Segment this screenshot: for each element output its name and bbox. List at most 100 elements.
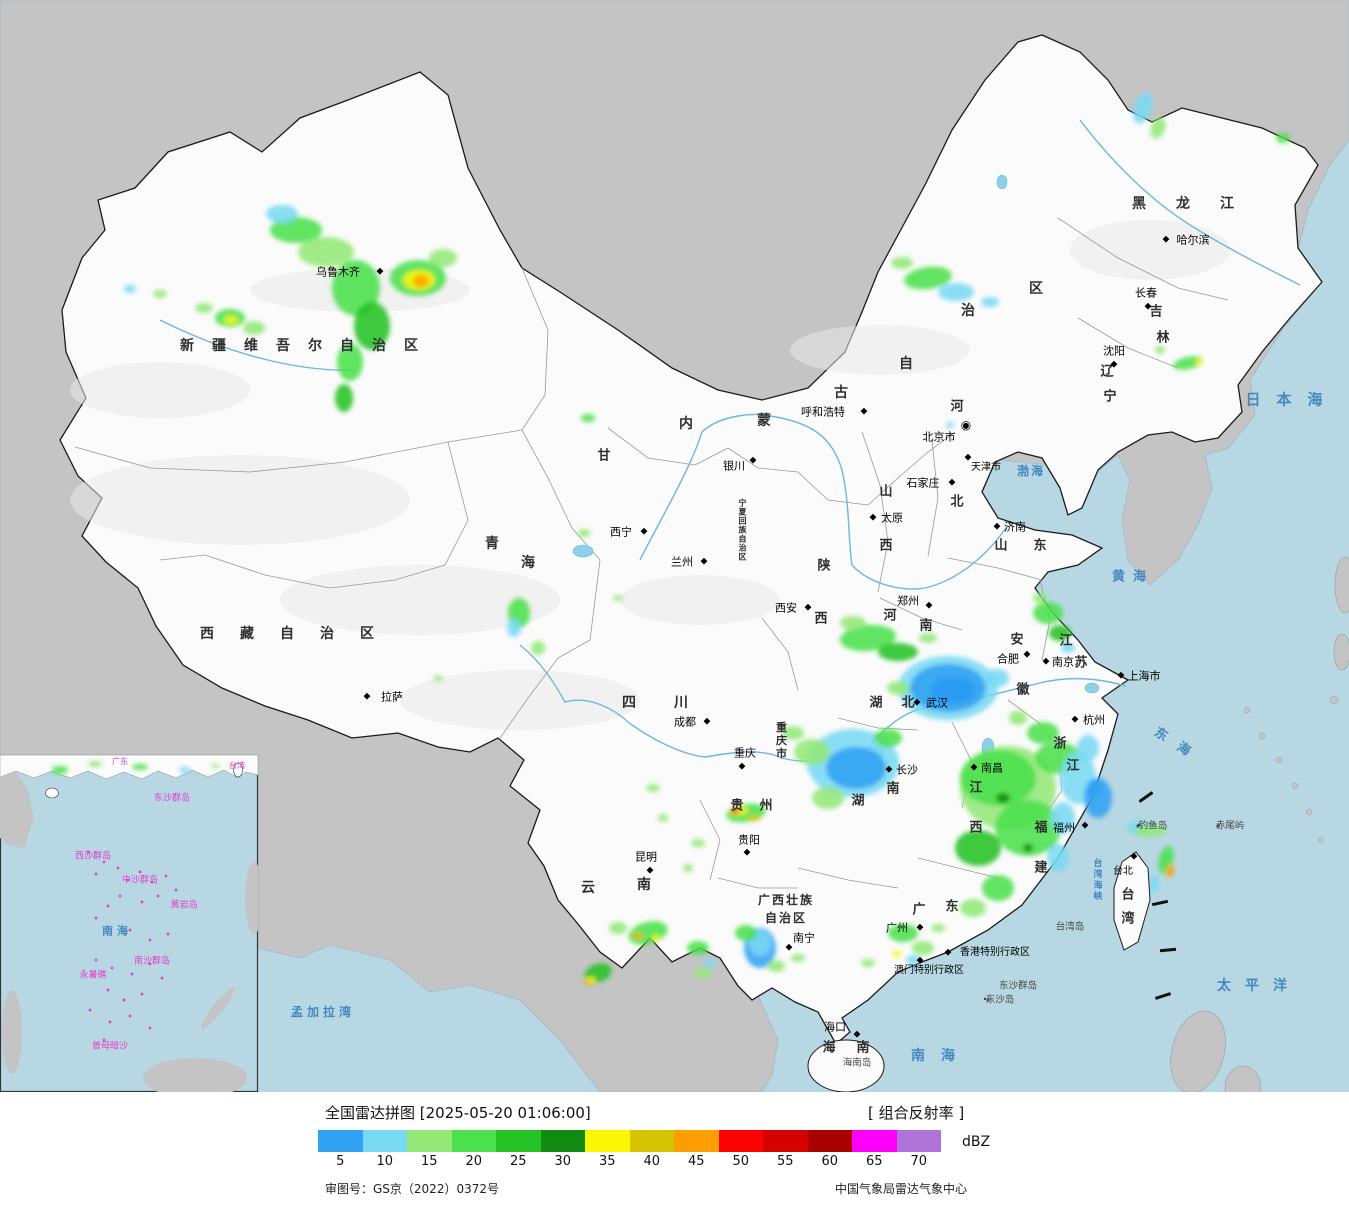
- radar-echo-cell: [1027, 722, 1059, 744]
- radar-echo-cell: [1009, 711, 1027, 725]
- radar-echo-cell: [1033, 602, 1063, 624]
- radar-echo-cell: [1165, 865, 1175, 877]
- ryukyu-islands: [1243, 695, 1339, 843]
- hainan-island: [807, 1039, 885, 1092]
- reef-dot: [164, 874, 168, 878]
- radar-echo-cell: [731, 808, 739, 814]
- product-label: [ 组合反射率 ]: [868, 1104, 965, 1122]
- radar-echo-cell: [132, 764, 148, 770]
- dbz-tick-labels: 5 10 15 20 25 30 35 40 45 50 55 60 65 70: [318, 1154, 941, 1169]
- legend-tick: 5: [336, 1154, 345, 1169]
- radar-echo-cell: [878, 643, 918, 661]
- radar-echo-cell: [1077, 735, 1099, 761]
- radar-echo-cell: [1061, 643, 1075, 653]
- legend-tick: 50: [732, 1154, 750, 1169]
- radar-echo-cell: [919, 633, 937, 643]
- legend-swatch: [407, 1130, 452, 1152]
- radar-echo-cell: [874, 729, 902, 747]
- radar-echo-cell: [633, 933, 643, 939]
- reef-dot: [102, 860, 106, 864]
- radar-echo-cell: [1155, 346, 1165, 354]
- radar-echo-cell: [946, 422, 954, 428]
- radar-echo-cell: [861, 959, 875, 967]
- radar-echo-cell: [153, 290, 167, 298]
- radar-echo-cell: [694, 968, 712, 978]
- legend-swatch: [540, 1130, 585, 1152]
- reef-dot: [94, 916, 98, 920]
- islands: [807, 556, 1349, 1092]
- reef-dot: [160, 976, 164, 980]
- radar-echo-cell: [613, 595, 623, 601]
- legend-tick: 10: [376, 1154, 394, 1169]
- map-canvas: [0, 0, 1349, 1092]
- map-title: 全国雷达拼图 [2025-05-20 01:06:00]: [325, 1104, 591, 1122]
- radar-echo-cell: [243, 321, 265, 335]
- radar-echo-cell: [960, 750, 1036, 806]
- radar-echo-cell: [581, 414, 595, 422]
- radar-echo-cell: [332, 260, 380, 316]
- reef-dot: [106, 904, 110, 908]
- reef-dot: [174, 888, 178, 892]
- radar-echo-cell: [982, 875, 1014, 901]
- radar-echo-cell: [747, 815, 761, 821]
- radar-echo-cell: [840, 624, 896, 652]
- legend-tick: 30: [554, 1154, 572, 1169]
- radar-echo-cell: [887, 681, 909, 695]
- radar-echo-cell: [1023, 844, 1033, 852]
- reef-dot: [156, 894, 160, 898]
- legend-swatch: [496, 1130, 541, 1152]
- radar-echo-cell: [1173, 356, 1203, 370]
- legend-swatch: [718, 1130, 763, 1152]
- radar-echo-cell: [270, 217, 322, 243]
- inset-south-china-sea: [0, 754, 259, 1092]
- legend-tick: 25: [509, 1154, 527, 1169]
- radar-echo-cell: [891, 257, 913, 269]
- dash-segment: [1151, 899, 1169, 907]
- reef-dot: [102, 1038, 106, 1042]
- radar-echo-cell: [584, 981, 590, 985]
- taiwan-island: [1113, 851, 1151, 951]
- radar-echo-cell: [912, 941, 934, 955]
- reef-dot: [150, 880, 154, 884]
- reef-dot: [106, 988, 110, 992]
- legend-swatch: [674, 1130, 719, 1152]
- radar-echo-cell: [210, 764, 220, 768]
- reef-dot: [126, 878, 130, 882]
- reef-dot: [140, 992, 144, 996]
- reef-dot: [130, 972, 134, 976]
- radar-echo-cell: [609, 922, 627, 934]
- legend-tick: 70: [910, 1154, 928, 1169]
- inset-neighbor-islands: [2, 862, 258, 1092]
- radar-echo-cell: [812, 787, 844, 809]
- radar-echo-cell: [335, 384, 353, 412]
- reef-dot: [148, 1026, 152, 1030]
- reef-dot: [140, 900, 144, 904]
- radar-echo-cell: [224, 316, 238, 324]
- radar-echo-cell: [1195, 359, 1203, 365]
- radar-echo-cell: [931, 924, 945, 932]
- legend-swatch: [807, 1130, 852, 1152]
- reef-dot: [122, 998, 126, 1002]
- radar-echo-cell: [266, 205, 298, 223]
- legend-tick: 20: [465, 1154, 483, 1169]
- dbz-colorbar: [318, 1130, 941, 1152]
- radar-echo-cell: [429, 249, 457, 267]
- radar-echo-cell: [960, 899, 986, 917]
- radar-echo-cell: [938, 283, 974, 301]
- legend-swatch: [362, 1130, 407, 1152]
- radar-echo-cell: [658, 814, 668, 822]
- reef-dot: [108, 1020, 112, 1024]
- radar-echo-cell: [904, 266, 952, 290]
- radar-echo-cell: [1033, 593, 1047, 603]
- radar-echo-cell: [794, 739, 830, 765]
- radar-echo-cell: [1149, 875, 1159, 893]
- radar-echo-cell: [646, 784, 660, 792]
- reef-dot: [148, 938, 152, 942]
- radar-echo-cell: [767, 960, 785, 972]
- radar-echo-cell: [985, 669, 1009, 687]
- legend-swatch: [451, 1130, 496, 1152]
- radar-echo-cell: [531, 641, 545, 655]
- radar-echo-cell: [1049, 625, 1071, 641]
- radar-echo-cell: [195, 303, 213, 313]
